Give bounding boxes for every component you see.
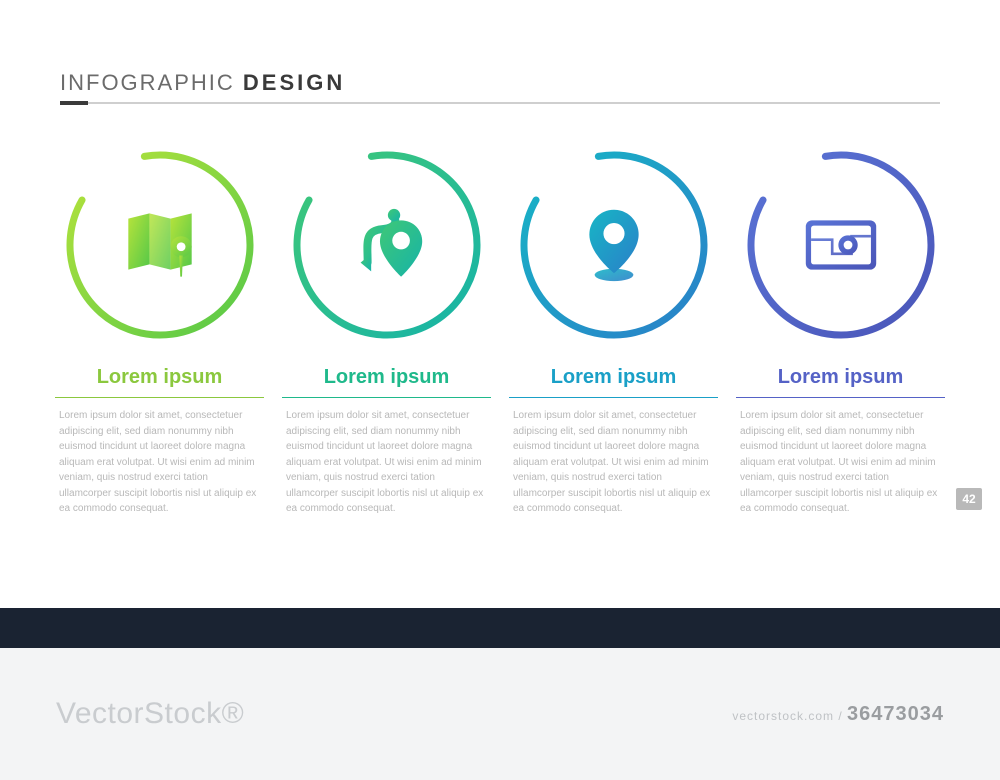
ring [65,150,255,340]
infographic-item: Lorem ipsum Lorem ipsum dolor sit amet, … [509,150,718,517]
item-body: Lorem ipsum dolor sit amet, consectetuer… [282,408,491,517]
route-pin-icon [292,150,482,340]
infographic-item: Lorem ipsum Lorem ipsum dolor sit amet, … [736,150,945,517]
ring [519,150,709,340]
watermark-logo: VectorStock® [56,697,244,731]
ring [292,150,482,340]
header: INFOGRAPHIC DESIGN [60,70,940,104]
item-body: Lorem ipsum dolor sit amet, consectetuer… [509,408,718,517]
item-rule [55,397,264,398]
infographic-item: Lorem ipsum Lorem ipsum dolor sit amet, … [55,150,264,517]
item-body: Lorem ipsum dolor sit amet, consectetuer… [736,408,945,517]
map-pin-icon [519,150,709,340]
folded-map-pushpin-icon [65,150,255,340]
item-rule [509,397,718,398]
watermark-domain: vectorstock.com / [732,709,847,723]
header-rule [60,102,940,104]
page-title: INFOGRAPHIC DESIGN [60,70,940,96]
item-title: Lorem ipsum [778,366,904,389]
watermark-id: vectorstock.com / 36473034 [732,703,944,726]
title-word-2: DESIGN [243,70,345,95]
watermark-number: 36473034 [847,703,944,725]
item-body: Lorem ipsum dolor sit amet, consectetuer… [55,408,264,517]
title-word-1: INFOGRAPHIC [60,70,235,95]
item-rule [736,397,945,398]
tablet-map-icon [746,150,936,340]
item-title: Lorem ipsum [97,366,223,389]
watermark-strip: VectorStock® vectorstock.com / 36473034 [0,648,1000,780]
page-number-badge: 42 [956,488,982,510]
item-rule [282,397,491,398]
ring [746,150,936,340]
footer-bar [0,608,1000,648]
item-title: Lorem ipsum [551,366,677,389]
item-title: Lorem ipsum [324,366,450,389]
infographic-items: Lorem ipsum Lorem ipsum dolor sit amet, … [55,150,945,517]
infographic-item: Lorem ipsum Lorem ipsum dolor sit amet, … [282,150,491,517]
